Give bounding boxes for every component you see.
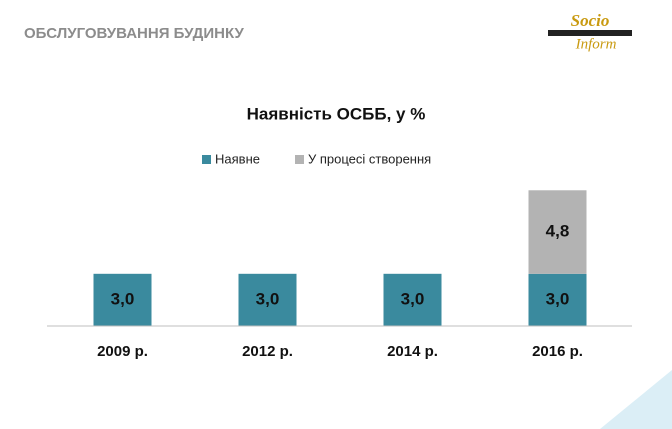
logo-top: Socio bbox=[571, 11, 610, 30]
legend-label: Наявне bbox=[215, 151, 260, 166]
x-tick-label: 2016 р. bbox=[532, 343, 583, 360]
legend-label: У процесі створення bbox=[308, 151, 431, 166]
corner-decoration bbox=[600, 370, 672, 429]
legend-swatch bbox=[295, 155, 304, 164]
logo-band bbox=[548, 30, 632, 36]
data-label: 3,0 bbox=[546, 289, 570, 308]
data-label: 3,0 bbox=[111, 289, 135, 308]
bar-segment bbox=[528, 273, 587, 326]
bar-segment bbox=[238, 273, 297, 326]
bar-segment bbox=[93, 273, 152, 326]
bar-segment bbox=[528, 190, 587, 274]
legend-swatch bbox=[202, 155, 211, 164]
data-label: 4,8 bbox=[546, 222, 570, 241]
x-tick-label: 2012 р. bbox=[242, 343, 293, 360]
header-title: ОБСЛУГОВУВАННЯ БУДИНКУ bbox=[24, 25, 244, 42]
x-tick-label: 2014 р. bbox=[387, 343, 438, 360]
logo-bottom: Inform bbox=[575, 36, 617, 52]
bar-segment bbox=[383, 273, 442, 326]
data-label: 3,0 bbox=[401, 289, 425, 308]
data-label: 3,0 bbox=[256, 289, 280, 308]
x-tick-label: 2009 р. bbox=[97, 343, 148, 360]
chart-title: Наявність ОСББ, у % bbox=[247, 104, 426, 123]
